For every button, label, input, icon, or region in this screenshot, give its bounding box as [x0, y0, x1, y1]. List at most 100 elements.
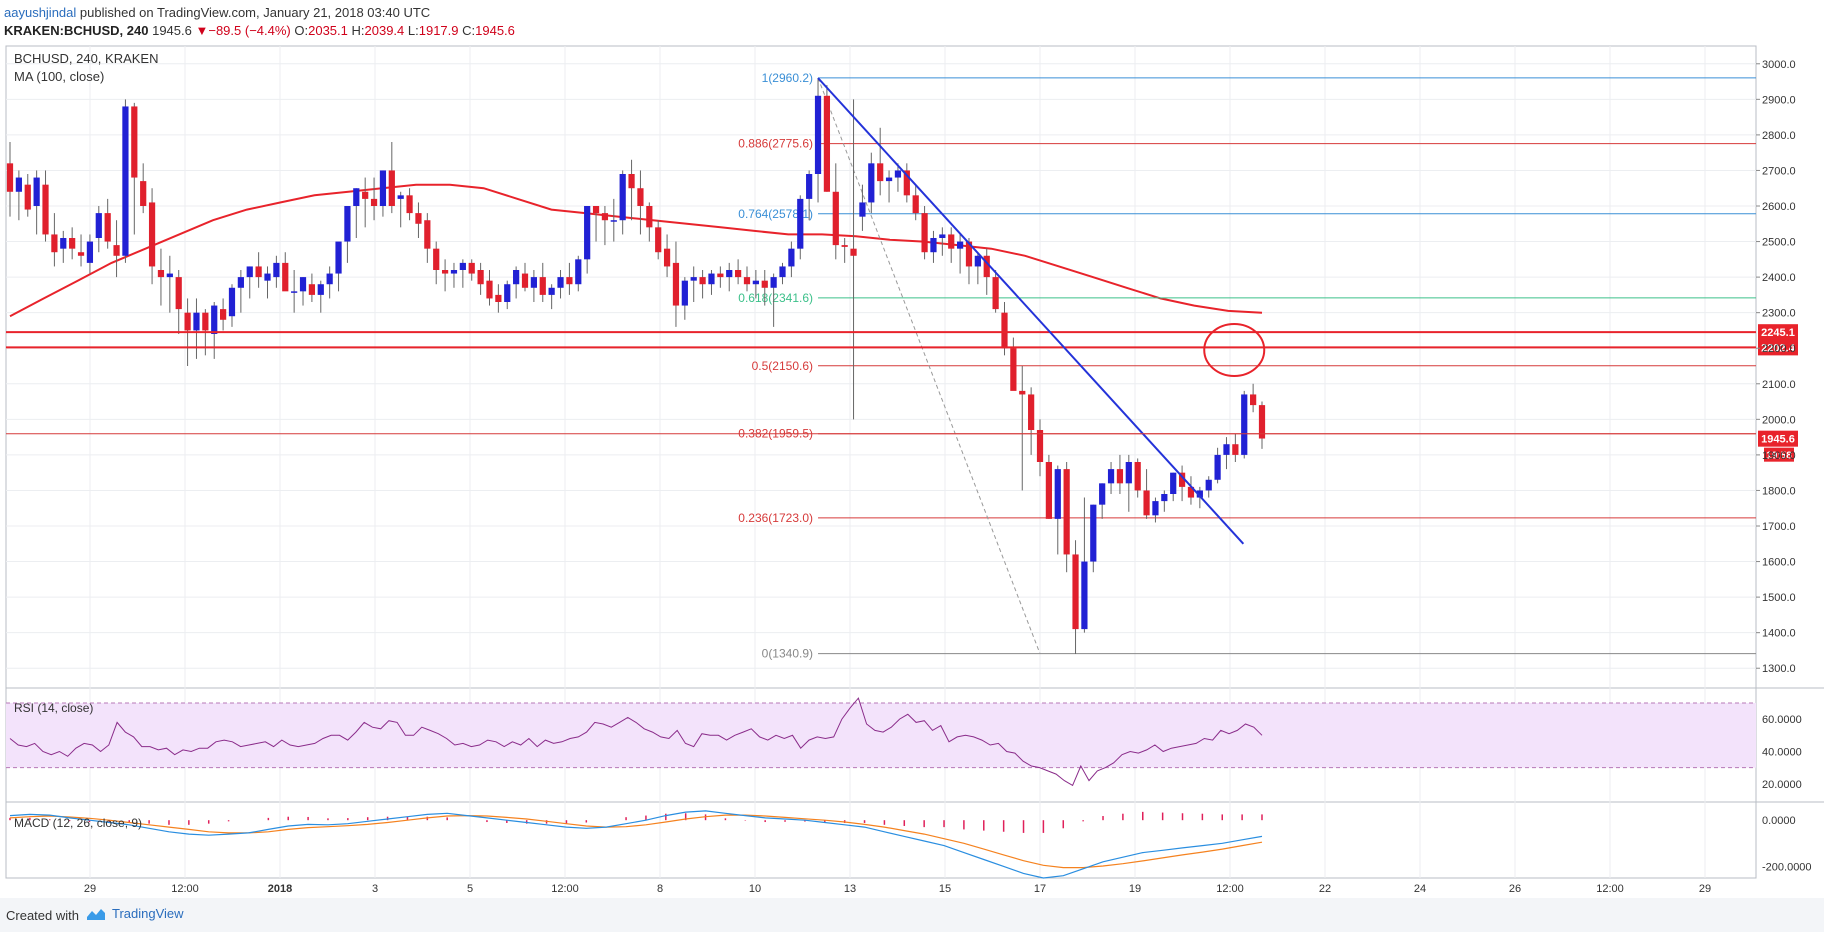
- fibonacci-level-label: 0.886(2775.6): [738, 137, 813, 151]
- candle-body: [939, 234, 946, 238]
- candle-body: [513, 270, 520, 285]
- candle-body: [992, 277, 999, 310]
- ohlc-line: KRAKEN:BCHUSD, 240 1945.6 ▼−89.5 (−4.4%)…: [4, 23, 515, 39]
- resistance-price-tag: 2245.1: [1761, 327, 1795, 339]
- candle-body: [246, 266, 253, 278]
- x-tick-label: 29: [1699, 883, 1711, 895]
- candle-body: [86, 241, 94, 263]
- candle-body: [450, 270, 458, 274]
- fibonacci-level-label: 0.764(2578.1): [738, 207, 813, 221]
- candle-body: [344, 206, 351, 242]
- rsi-tick-label: 60.0000: [1762, 714, 1802, 726]
- candle-body: [69, 238, 76, 249]
- candle-body: [770, 277, 777, 288]
- candle-body: [184, 312, 191, 331]
- candle-body: [628, 174, 635, 189]
- candle-body: [1072, 554, 1079, 630]
- candle-body: [1250, 394, 1257, 406]
- candle-body: [1134, 462, 1141, 491]
- close-label: C:: [462, 23, 476, 38]
- fibonacci-level-label: 0.236(1723.0): [738, 511, 813, 525]
- candle-body: [859, 202, 866, 217]
- resistance-price-tag: 2202.4: [1761, 342, 1796, 354]
- candle-body: [788, 248, 795, 267]
- candle-body: [521, 273, 529, 288]
- fibonacci-level-label: 0(1340.9): [762, 647, 813, 661]
- x-tick-label: 12:00: [1216, 883, 1244, 895]
- candle-body: [335, 241, 342, 274]
- x-tick-label: 10: [749, 883, 761, 895]
- candle-body: [841, 245, 848, 247]
- chart-title: BCHUSD, 240, KRAKEN: [14, 51, 159, 66]
- candle-body: [832, 191, 839, 246]
- tradingview-logo-icon: [87, 908, 105, 920]
- candle-body: [1232, 444, 1239, 455]
- y-tick-label: 1600.0: [1762, 557, 1796, 569]
- y-tick-label: 1300.0: [1762, 663, 1796, 675]
- last-price: 1945.6: [152, 23, 192, 38]
- candle-body: [113, 245, 120, 256]
- x-tick-label: 22: [1319, 883, 1331, 895]
- candle-body: [797, 198, 804, 249]
- x-tick-label: 24: [1414, 883, 1426, 895]
- fibonacci-level-label: 0.618(2341.6): [738, 291, 813, 305]
- candle-body: [610, 220, 617, 222]
- candle-body: [894, 170, 902, 178]
- fibonacci-layer: 1(2960.2) 0.886(2775.6) 0.764(2578.1) 0.618…: [738, 71, 1756, 661]
- tradingview-brand-label: TradingView: [112, 906, 184, 921]
- candle-body: [752, 280, 759, 285]
- macd-tick-label: -200.0000: [1762, 861, 1812, 873]
- candle-body: [51, 234, 58, 253]
- fibonacci-level-label: 0.5(2150.6): [752, 359, 813, 373]
- x-tick-label: 12:00: [551, 883, 579, 895]
- candle-body: [202, 312, 209, 331]
- candle-body: [557, 277, 564, 288]
- candle-body: [122, 106, 129, 256]
- tradingview-brand[interactable]: TradingView: [86, 906, 184, 921]
- candle-body: [1143, 490, 1150, 516]
- candle-body: [1081, 561, 1088, 630]
- candle-body: [575, 259, 582, 285]
- candle-body: [1170, 472, 1177, 494]
- y-tick-label: 2700.0: [1762, 165, 1796, 177]
- candle-body: [1045, 462, 1053, 519]
- candle-body: [921, 213, 928, 253]
- candle-body: [956, 241, 964, 249]
- candle-body: [619, 174, 626, 221]
- y-tick-label: 2500.0: [1762, 237, 1796, 249]
- candle-body: [983, 255, 990, 278]
- open-value: 2035.1: [308, 23, 348, 38]
- candle-body: [237, 277, 244, 288]
- candle-body: [60, 238, 67, 249]
- low-value: 1917.9: [418, 23, 459, 38]
- candle-body: [1241, 394, 1248, 455]
- macd-tick-label: 0.0000: [1762, 815, 1796, 827]
- footer: Created with TradingView: [0, 898, 1824, 932]
- candle-body: [264, 273, 271, 281]
- candle-body: [592, 206, 600, 214]
- candle-body: [806, 174, 813, 199]
- candle-body: [353, 188, 360, 206]
- macd-line: [9, 810, 1263, 879]
- candle-body: [459, 262, 466, 270]
- author-link[interactable]: aayushjindal: [4, 5, 77, 20]
- candle-body: [193, 312, 200, 331]
- x-tick-label: 26: [1509, 883, 1521, 895]
- candle-body: [1116, 469, 1124, 484]
- candle-body: [1187, 486, 1195, 498]
- candle-body: [761, 280, 768, 288]
- candle-body: [885, 177, 893, 182]
- candle-body: [1010, 348, 1017, 391]
- y-tick-label: 1400.0: [1762, 628, 1796, 640]
- candle-body: [584, 206, 591, 260]
- candle-body: [308, 284, 316, 295]
- candle-body: [823, 95, 831, 192]
- high-label: H:: [351, 23, 365, 38]
- low-label: L:: [407, 23, 419, 38]
- candle-body: [406, 195, 413, 214]
- publish-line: aayushjindal published on TradingView.co…: [4, 5, 430, 21]
- candle-body: [903, 170, 910, 196]
- highlight-ellipse: [1203, 323, 1266, 377]
- candle-body: [424, 220, 431, 249]
